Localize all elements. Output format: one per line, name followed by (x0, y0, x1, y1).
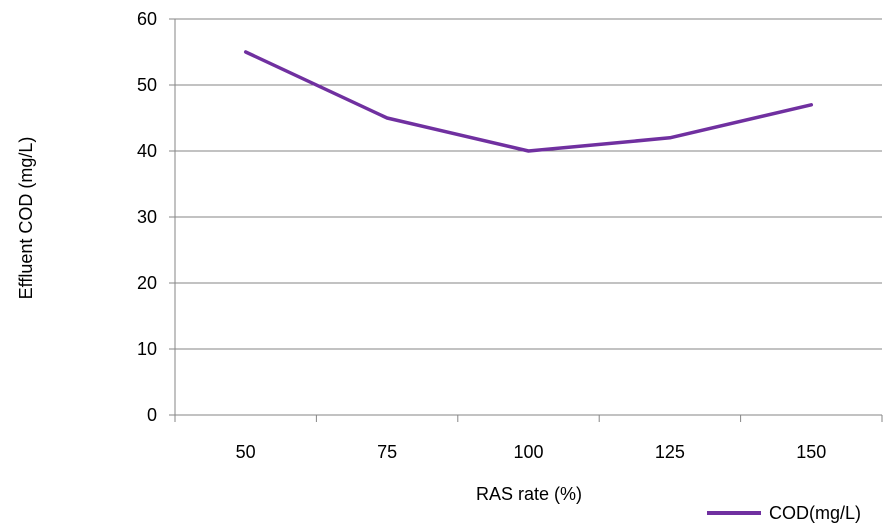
x-tick-label: 75 (377, 442, 397, 462)
y-tick-label: 40 (137, 141, 157, 161)
x-tick-label: 100 (513, 442, 543, 462)
x-axis-title: RAS rate (%) (476, 484, 582, 504)
series-line (246, 52, 812, 151)
series-layer (246, 52, 812, 151)
x-tick-label: 125 (655, 442, 685, 462)
y-tick-label: 50 (137, 75, 157, 95)
axes (169, 19, 882, 422)
legend: COD(mg/L) (707, 503, 861, 523)
legend-label: COD(mg/L) (769, 503, 861, 523)
y-tick-label: 0 (147, 405, 157, 425)
x-tick-label: 50 (236, 442, 256, 462)
y-axis-title: Effluent COD (mg/L) (16, 137, 36, 300)
y-tick-label: 20 (137, 273, 157, 293)
y-axis-ticks: 0 10 20 30 40 50 60 (137, 9, 157, 425)
y-tick-label: 60 (137, 9, 157, 29)
x-axis-ticks: 50 75 100 125 150 (236, 442, 827, 462)
y-tick-label: 30 (137, 207, 157, 227)
y-tick-label: 10 (137, 339, 157, 359)
x-tick-label: 150 (796, 442, 826, 462)
